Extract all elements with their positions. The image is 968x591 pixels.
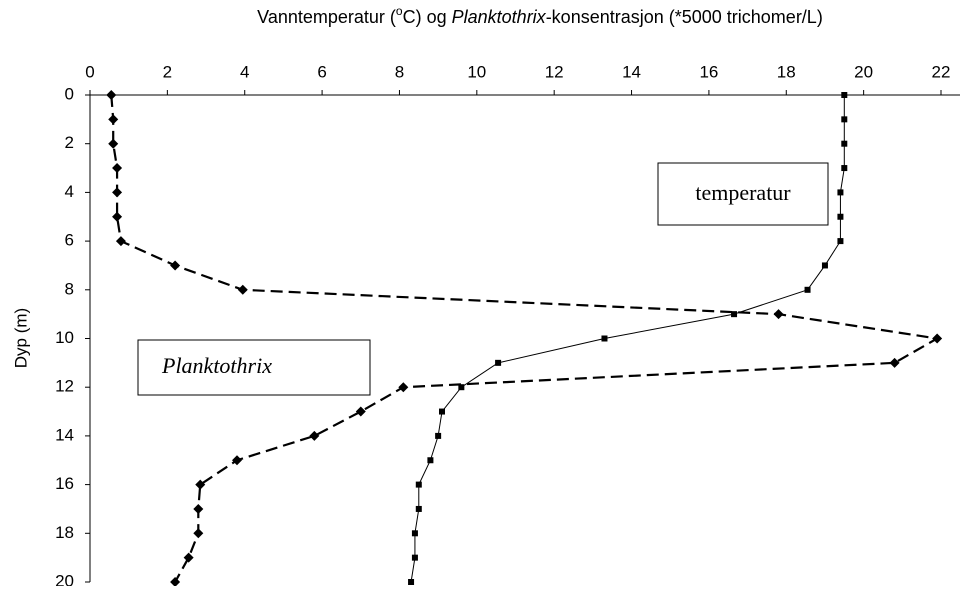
point: [106, 90, 117, 100]
point: [411, 530, 418, 537]
point: [415, 505, 422, 512]
chart-title: Vanntemperatur (oC) og Planktothrix-kons…: [257, 4, 823, 27]
y-tick-label: 18: [55, 523, 74, 542]
point: [237, 284, 248, 295]
point: [355, 406, 366, 417]
point: [841, 92, 848, 98]
title-part: o: [396, 4, 403, 18]
point: [495, 359, 502, 366]
y-tick-label: 0: [65, 84, 74, 103]
point: [108, 138, 119, 149]
point: [601, 335, 608, 342]
x-tick-label: 6: [317, 62, 326, 81]
y-axis-label: Dyp (m): [11, 308, 30, 368]
point: [841, 165, 848, 172]
x-tick-label: 20: [854, 62, 873, 81]
x-tick-label: 22: [932, 62, 951, 81]
point: [932, 333, 943, 344]
title-part: Planktothrix: [452, 7, 547, 27]
point: [821, 262, 828, 269]
point: [195, 479, 206, 490]
title-part: C) og: [403, 7, 452, 27]
point: [841, 140, 848, 147]
point: [108, 114, 119, 125]
point: [837, 238, 844, 245]
y-tick-label: 4: [65, 182, 74, 201]
x-tick-label: 8: [395, 62, 404, 81]
point: [458, 384, 465, 391]
y-tick-label: 2: [65, 133, 74, 152]
point: [841, 116, 848, 123]
x-tick-label: 18: [777, 62, 796, 81]
y-tick-label: 6: [65, 231, 74, 250]
point: [435, 432, 442, 439]
y-tick-label: 12: [55, 377, 74, 396]
point: [408, 579, 415, 585]
point: [309, 430, 320, 441]
y-tick-label: 8: [65, 279, 74, 298]
point: [193, 503, 204, 514]
annotation-box: [657, 162, 829, 226]
point: [804, 286, 811, 293]
x-tick-label: 14: [622, 62, 641, 81]
point: [115, 236, 126, 247]
point: [837, 213, 844, 220]
point: [112, 211, 123, 222]
point: [889, 357, 900, 368]
annotation-box: [137, 339, 371, 396]
title-part: Vanntemperatur (: [257, 7, 396, 27]
point: [112, 187, 123, 198]
point: [427, 457, 434, 464]
title-part: -konsentrasjon (*5000 trichomer/L): [546, 7, 823, 27]
x-tick-label: 4: [240, 62, 249, 81]
point: [112, 163, 123, 174]
y-tick-label: 16: [55, 474, 74, 493]
y-tick-label: 10: [55, 328, 74, 347]
point: [415, 481, 422, 488]
annotation: temperatur: [695, 180, 791, 205]
point: [773, 309, 784, 320]
point: [411, 554, 418, 561]
point: [398, 382, 409, 393]
x-tick-label: 2: [163, 62, 172, 81]
x-tick-label: 12: [545, 62, 564, 81]
x-tick-label: 10: [467, 62, 486, 81]
x-tick-label: 16: [699, 62, 718, 81]
x-tick-label: 0: [85, 62, 94, 81]
point: [837, 189, 844, 196]
point: [731, 311, 738, 318]
point: [231, 455, 242, 466]
point: [170, 577, 181, 587]
point: [193, 528, 204, 539]
y-tick-label: 20: [55, 571, 74, 586]
point: [183, 552, 194, 563]
y-tick-label: 14: [55, 425, 74, 444]
point: [170, 260, 181, 271]
point: [439, 408, 446, 415]
annotation: Planktothrix: [161, 353, 272, 378]
